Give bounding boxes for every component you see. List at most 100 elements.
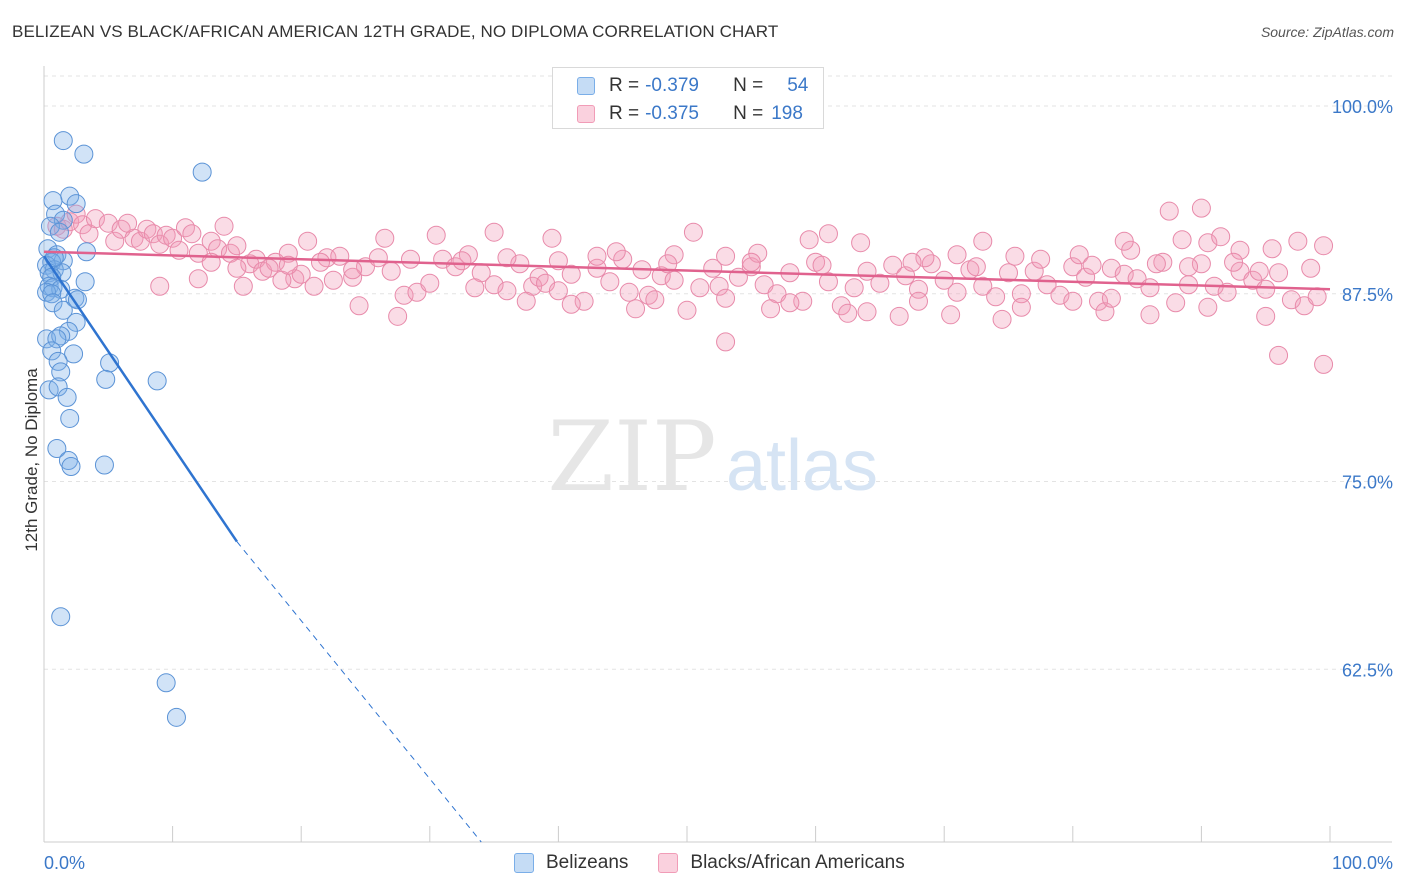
data-point	[343, 267, 363, 287]
data-point	[227, 236, 247, 256]
data-point	[1146, 254, 1166, 274]
data-point	[883, 255, 903, 275]
data-point	[98, 213, 118, 233]
data-point	[818, 272, 838, 292]
data-point	[548, 251, 568, 271]
data-point	[889, 306, 909, 326]
data-point	[53, 210, 73, 230]
data-point	[741, 252, 761, 272]
data-point	[645, 290, 665, 310]
data-point	[49, 222, 69, 242]
y-tick-label: 62.5%	[1342, 660, 1393, 680]
data-point	[426, 225, 446, 245]
data-point	[343, 260, 363, 280]
data-point	[420, 273, 440, 293]
data-point	[147, 371, 167, 391]
data-point	[992, 309, 1012, 329]
legend-item-belizeans[interactable]: Belizeans	[514, 852, 628, 874]
data-point	[381, 261, 401, 281]
legend-row-blacks: R = -0.375 N = 198	[577, 102, 803, 126]
data-point	[46, 204, 66, 224]
data-point	[1101, 258, 1121, 278]
data-point	[1159, 201, 1179, 221]
data-point	[278, 255, 298, 275]
data-point	[484, 275, 504, 295]
data-point	[690, 278, 710, 298]
data-point	[1011, 284, 1031, 304]
legend-r-label: R =	[609, 103, 640, 124]
data-point	[941, 305, 961, 325]
data-point	[510, 254, 530, 274]
data-point	[163, 228, 183, 248]
data-point	[973, 231, 993, 251]
series-legend: Belizeans Blacks/African Americans	[514, 852, 935, 874]
legend-label-blacks: Blacks/African Americans	[690, 852, 905, 873]
data-point	[1198, 233, 1218, 253]
data-point	[574, 291, 594, 311]
data-point	[1314, 236, 1334, 256]
data-point	[1256, 279, 1276, 299]
data-point	[192, 162, 212, 182]
legend-swatch-belizeans	[514, 853, 534, 873]
data-point	[902, 252, 922, 272]
data-point	[548, 281, 568, 301]
data-point	[799, 230, 819, 250]
data-point	[94, 455, 114, 475]
data-point	[587, 246, 607, 266]
legend-n-value: 198	[771, 103, 803, 124]
data-point	[626, 299, 646, 319]
data-point	[1063, 291, 1083, 311]
data-point	[497, 281, 517, 301]
data-point	[51, 326, 71, 346]
data-point	[709, 276, 729, 296]
data-point	[1140, 278, 1160, 298]
data-point	[1082, 255, 1102, 275]
data-point	[47, 438, 67, 458]
data-point	[683, 222, 703, 242]
data-point	[1101, 288, 1121, 308]
data-point	[1031, 249, 1051, 269]
data-point	[304, 276, 324, 296]
axes	[43, 66, 1392, 843]
data-point	[1269, 263, 1289, 283]
data-point	[651, 266, 671, 286]
data-point	[75, 272, 95, 292]
legend-swatch-belizeans	[577, 77, 595, 95]
data-point	[150, 276, 170, 296]
data-point	[1050, 285, 1070, 305]
data-point	[1179, 257, 1199, 277]
data-point	[61, 457, 81, 477]
data-point	[1249, 261, 1269, 281]
data-point	[156, 673, 176, 693]
y-tick-label: 100.0%	[1332, 97, 1393, 117]
data-point	[1172, 230, 1192, 250]
data-point	[375, 228, 395, 248]
source-label: Source: ZipAtlas.com	[1260, 24, 1394, 40]
data-point	[600, 272, 620, 292]
data-point	[1314, 354, 1334, 374]
data-point	[1191, 198, 1211, 218]
data-point	[37, 329, 57, 349]
data-point	[818, 224, 838, 244]
data-point	[214, 216, 234, 236]
data-point	[851, 233, 871, 253]
data-point	[74, 144, 94, 164]
trend-line-blacks	[43, 250, 1331, 291]
data-point	[1211, 227, 1231, 247]
data-point	[947, 245, 967, 265]
correlation-legend: R = -0.379 N = 54 R = -0.375 N = 198	[552, 67, 824, 129]
data-point	[105, 231, 125, 251]
x-tick-label: 100.0%	[1332, 853, 1393, 873]
data-point	[870, 273, 890, 293]
trend-lines	[42, 250, 1331, 843]
data-point	[915, 248, 935, 268]
data-point	[1224, 252, 1244, 272]
data-point	[401, 249, 421, 269]
legend-item-blacks[interactable]: Blacks/African Americans	[658, 852, 905, 874]
y-tick-label: 75.0%	[1342, 473, 1393, 493]
data-point	[716, 288, 736, 308]
data-point	[118, 213, 138, 233]
data-point	[53, 131, 73, 151]
legend-n-label: N =	[733, 75, 764, 96]
